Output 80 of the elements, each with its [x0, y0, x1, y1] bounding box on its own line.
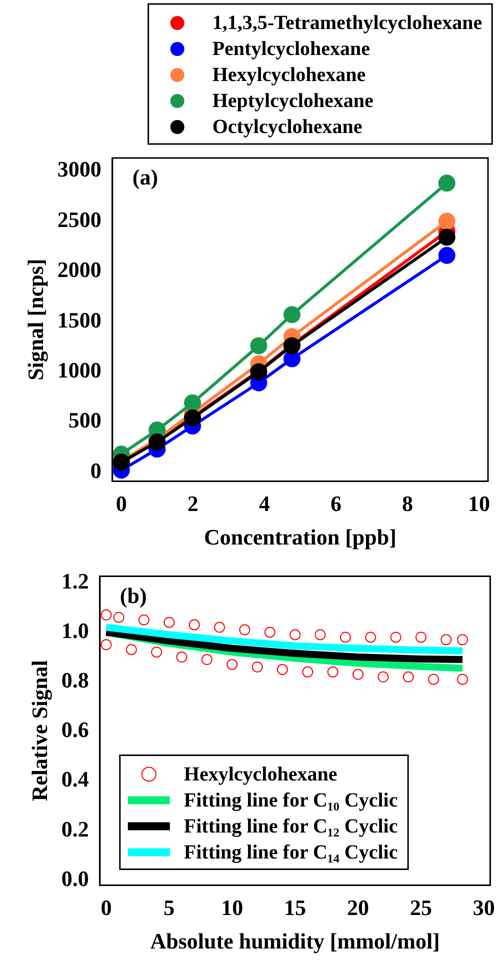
point [214, 622, 226, 633]
point [290, 629, 301, 640]
point [151, 646, 162, 658]
y-tick-label: 3000 [57, 156, 102, 182]
y-tick-label: 0.8 [61, 668, 89, 693]
point [184, 394, 202, 412]
x-tick-label: 6 [330, 491, 342, 516]
point [201, 654, 212, 666]
x-tick-label: 5 [164, 895, 175, 920]
legend-label: Pentylcyclohexane [212, 38, 370, 60]
point [283, 350, 300, 368]
point [438, 246, 456, 264]
point [250, 337, 268, 354]
point [100, 609, 112, 620]
y-axis-title: Relative Signal [26, 660, 52, 802]
x-tick-label: 0 [116, 491, 127, 516]
point [226, 658, 238, 670]
x-tick-label: 10 [468, 491, 490, 516]
y-tick-label: 0.2 [61, 816, 89, 842]
point [390, 632, 402, 643]
y-tick-label: 2500 [57, 206, 102, 232]
legend-label: 1,1,3,5-Tetramethylcyclohexane [212, 12, 482, 34]
y-tick-label: 1000 [57, 357, 102, 382]
point [438, 174, 456, 192]
x-tick-label: 15 [284, 895, 306, 920]
point [138, 614, 150, 626]
point [340, 632, 351, 643]
legend-label: Fitting line for C₁₄ Cyclic [184, 841, 398, 864]
point [164, 616, 175, 628]
legend-label: Octylcyclohexane [212, 116, 362, 138]
legend-label: Heptylcyclohexane [212, 90, 374, 112]
y-tick-label: 500 [68, 408, 102, 433]
y-axis-title: Signal [ncps] [22, 258, 48, 380]
point [438, 212, 456, 230]
x-axis-title: Concentration [ppb] [204, 524, 396, 550]
point [457, 674, 468, 685]
point [252, 661, 263, 672]
x-tick-label: 10 [221, 895, 244, 920]
annotation: (b) [120, 582, 147, 608]
point [100, 639, 112, 650]
x-tick-label: 8 [402, 491, 414, 516]
y-tick-label: 1.0 [61, 618, 89, 643]
x-tick-label: 2 [187, 491, 198, 516]
y-tick-label: 0.4 [61, 766, 89, 792]
point [428, 674, 440, 685]
legend-label: Fitting line for C₁₀ Cyclic [184, 789, 398, 812]
point [415, 632, 426, 643]
point [352, 668, 364, 680]
x-tick-label: 4 [258, 491, 270, 516]
point [113, 612, 124, 623]
point [283, 306, 300, 324]
y-tick-label: 2000 [57, 257, 102, 282]
point [264, 626, 276, 638]
legend-label: Hexylcyclohexane [212, 64, 366, 86]
point [176, 652, 188, 663]
x-axis-title: Absolute humidity [mmol/mol] [150, 928, 440, 954]
point [438, 228, 456, 246]
y-tick-label: 0.6 [61, 717, 89, 742]
point [314, 629, 326, 640]
legend-label: Hexylcyclohexane [184, 763, 338, 786]
x-tick-label: 25 [410, 895, 432, 920]
x-tick-label: 30 [472, 895, 495, 920]
point [365, 632, 376, 643]
point [239, 624, 250, 636]
point [276, 664, 288, 675]
y-tick-label: 1.2 [61, 568, 89, 594]
y-tick-label: 1500 [57, 307, 102, 332]
annotation: (a) [132, 164, 158, 190]
point [302, 666, 314, 678]
point [327, 666, 338, 678]
point [378, 671, 389, 682]
point [126, 644, 137, 656]
y-tick-label: 0.0 [61, 866, 89, 891]
point [402, 671, 414, 682]
legend-label: Fitting line for C₁₂ Cyclic [184, 815, 398, 838]
point [188, 619, 200, 630]
point [440, 634, 452, 646]
x-tick-label: 20 [347, 895, 369, 920]
y-tick-label: 0 [90, 458, 102, 483]
point [457, 634, 468, 646]
